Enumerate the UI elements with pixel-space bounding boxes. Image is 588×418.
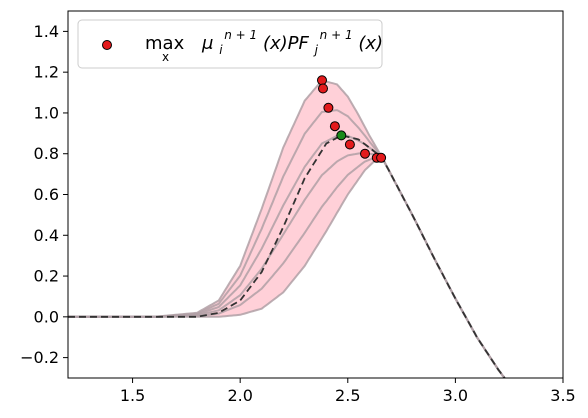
legend-label-f-sup: n + 1 (320, 28, 353, 42)
y-tick-label-4: 0.6 (34, 185, 59, 204)
legend-label-mu-sub: i (219, 43, 223, 57)
legend-label-mu: μ (201, 33, 213, 54)
mean-curve (68, 134, 506, 378)
y-tick-label-0: −0.2 (20, 348, 59, 367)
legend-box (77, 19, 383, 69)
y-tick-label-6: 1.0 (34, 103, 59, 122)
y-tick-label-5: 0.8 (34, 144, 59, 163)
x-tick-label-0: 1.5 (120, 386, 145, 405)
x-tick-label-1: 2.0 (227, 386, 252, 405)
legend-label-mu-sup: n + 1 (224, 28, 257, 42)
x-tick-label-4: 3.5 (550, 386, 575, 405)
point-0-2 (323, 102, 334, 113)
plot-area (68, 75, 506, 378)
legend-label: max x μ i n + 1 (x)PF j n + 1 (x) (145, 23, 383, 66)
point-1-0 (336, 130, 347, 141)
y-axis: −0.2 0.0 0.2 0.4 0.6 0.8 1.0 1.2 1.4 (20, 22, 68, 367)
point-0-0 (317, 75, 327, 86)
point-0-1 (318, 83, 328, 94)
point-0-4 (344, 139, 355, 150)
legend: max x μ i n + 1 (x)PF j n + 1 (x) (77, 19, 383, 69)
point-0-3 (329, 121, 340, 132)
y-tick-label-1: 0.0 (34, 307, 59, 326)
point-0-7 (376, 152, 387, 163)
x-tick-label-2: 2.5 (335, 386, 360, 405)
y-tick-label-3: 0.4 (34, 226, 59, 245)
y-tick-label-2: 0.2 (34, 267, 59, 286)
y-tick-label-7: 1.2 (34, 63, 59, 82)
legend-marker (102, 40, 112, 50)
legend-label-f-sub: j (313, 43, 319, 57)
legend-label-mid: (x)PF (263, 33, 310, 54)
y-tick-label-8: 1.4 (34, 22, 59, 41)
x-axis: 1.5 2.0 2.5 3.0 3.5 (120, 378, 576, 405)
point-0-5 (360, 148, 370, 159)
legend-label-end: (x) (358, 33, 383, 54)
x-tick-label-3: 3.0 (443, 386, 468, 405)
legend-label-max-sub: x (162, 50, 169, 64)
